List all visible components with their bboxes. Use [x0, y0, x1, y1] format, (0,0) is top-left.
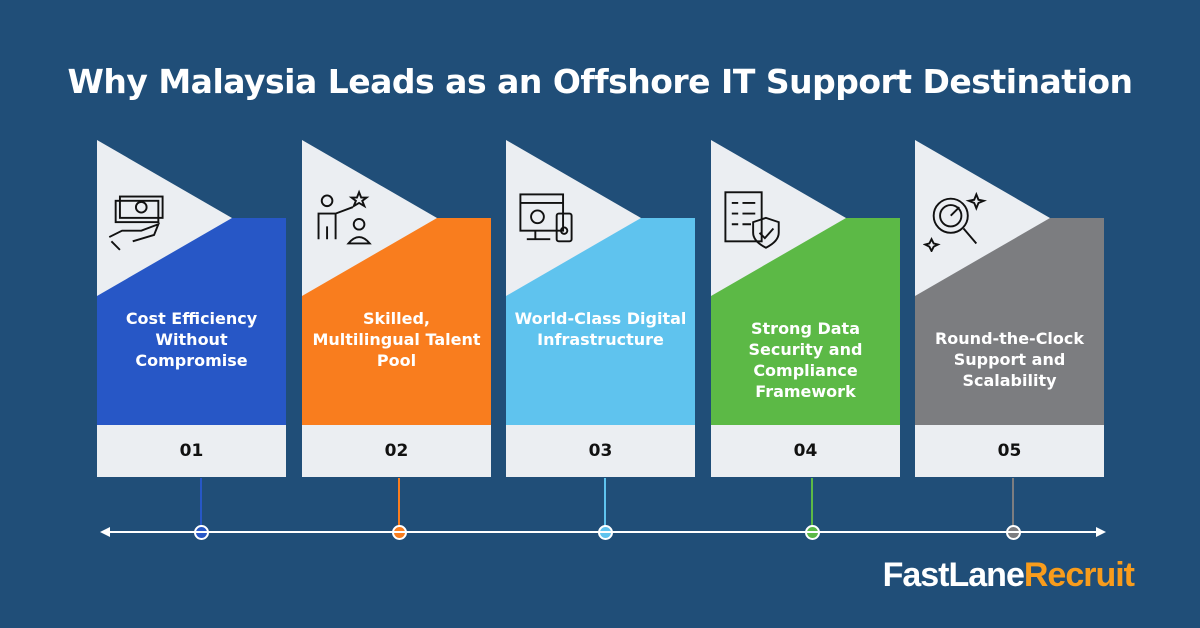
step-number: 01 — [97, 425, 286, 477]
magnifier-chart-icon — [923, 191, 987, 252]
arrow-right-icon — [1096, 527, 1106, 537]
step-label: World-Class Digital Infrastructure — [514, 309, 687, 349]
step-card: World-Class Digital Infrastructure 03 — [506, 140, 695, 478]
step-label: Round-the-Clock Support and Scalability — [934, 329, 1085, 390]
arrow-left-icon — [100, 527, 110, 537]
step-number: 04 — [711, 425, 900, 477]
step-number: 02 — [302, 425, 491, 477]
card-shape — [711, 140, 900, 425]
card-shape — [506, 140, 695, 425]
step-label: Skilled, Multilingual Talent Pool — [312, 309, 481, 370]
step-number: 03 — [506, 425, 695, 477]
card-shape — [302, 140, 491, 425]
money-hand-icon — [108, 195, 164, 251]
checklist-shield-icon — [724, 191, 780, 249]
connector-line — [398, 478, 400, 532]
step-number: 05 — [915, 425, 1104, 477]
card-shape — [915, 140, 1104, 425]
card-shape — [97, 140, 286, 425]
connector-line — [604, 478, 606, 532]
people-star-icon — [317, 189, 372, 245]
connector-line — [811, 478, 813, 532]
step-card: Skilled, Multilingual Talent Pool 02 — [302, 140, 491, 478]
step-card: Round-the-Clock Support and Scalability … — [915, 140, 1104, 478]
page-title: Why Malaysia Leads as an Offshore IT Sup… — [67, 62, 1133, 101]
logo: FastLaneRecruit — [882, 556, 1135, 594]
connector-line — [200, 478, 202, 532]
step-label: Cost Efficiency Without Compromise — [125, 309, 258, 370]
devices-gear-icon — [519, 193, 573, 243]
step-card: Cost Efficiency Without Compromise 01 — [97, 140, 286, 478]
step-label: Strong Data Security and Compliance Fram… — [748, 319, 863, 401]
connector-line — [1012, 478, 1014, 532]
step-card: Strong Data Security and Compliance Fram… — [711, 140, 900, 478]
